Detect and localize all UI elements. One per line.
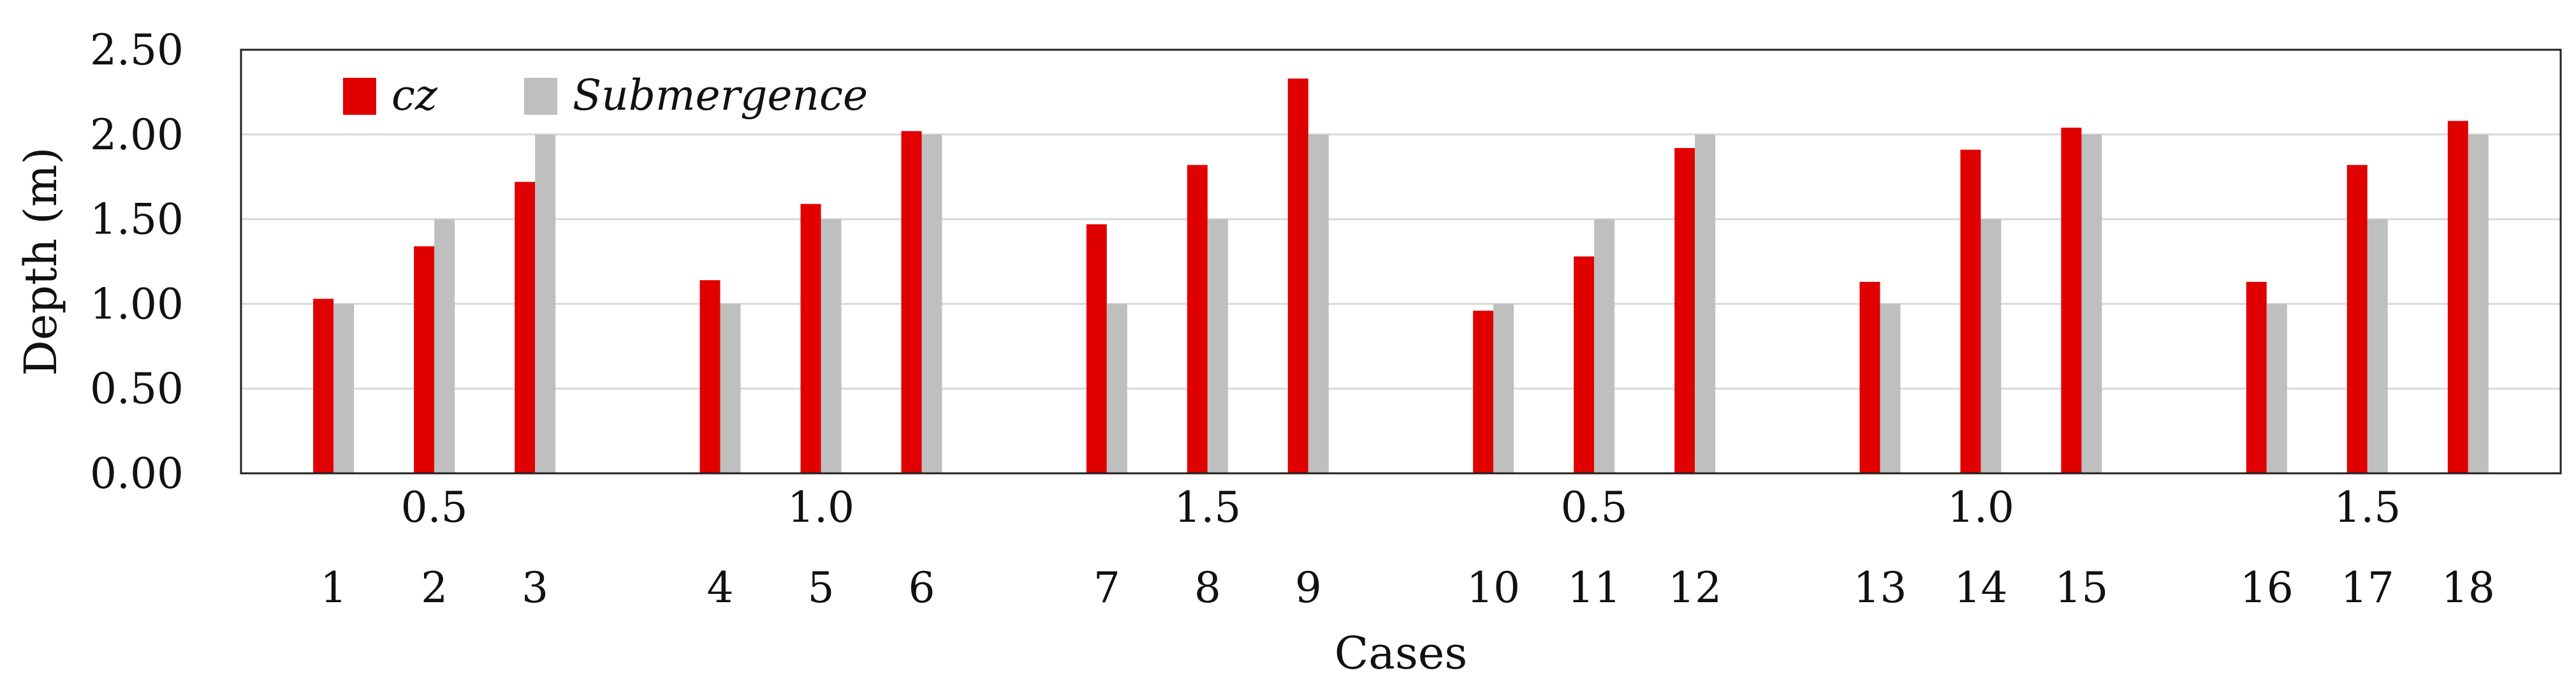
bar-cz-case-13: [1859, 281, 1880, 473]
case-label: 11: [1567, 563, 1621, 612]
bar-submergence-case-12: [1695, 134, 1716, 474]
group-label: 0.5: [1561, 483, 1628, 532]
y-axis-title: Depth (m): [15, 147, 67, 376]
case-label: 14: [1954, 563, 2008, 612]
axes: [240, 48, 2562, 475]
case-label: 10: [1467, 563, 1520, 612]
bar-submergence-case-9: [1308, 134, 1329, 474]
group-label: 1.0: [1947, 483, 2014, 532]
bar-submergence-case-16: [2266, 304, 2287, 473]
x-axis-title: Cases: [1335, 627, 1468, 679]
bar-submergence-case-8: [1207, 219, 1228, 473]
bar-submergence-case-10: [1493, 304, 1514, 473]
case-label: 5: [808, 563, 835, 612]
y-tick-label: 1.00: [90, 279, 184, 329]
case-label: 9: [1295, 563, 1322, 612]
case-label: 13: [1854, 563, 1907, 612]
bar-submergence-case-2: [434, 219, 455, 473]
y-tick-label: 1.50: [90, 195, 184, 244]
legend-label-submergence: Submergence: [573, 71, 868, 120]
case-label: 16: [2240, 563, 2294, 612]
bar-cz-case-10: [1473, 311, 1494, 473]
group-label: 1.0: [787, 483, 854, 532]
group-label: 0.5: [401, 483, 468, 532]
bar-cz-case-14: [1960, 149, 1981, 474]
bar-submergence-case-14: [1980, 219, 2002, 473]
y-tick-label: 0.50: [90, 364, 184, 413]
bar-cz-case-1: [313, 299, 334, 473]
bar-cz-case-17: [2346, 165, 2367, 473]
bar-cz-case-6: [901, 131, 922, 473]
bar-cz-case-8: [1187, 165, 1208, 473]
bar-cz-case-18: [2447, 121, 2468, 473]
bar-submergence-case-17: [2367, 219, 2388, 473]
bar-cz-case-5: [800, 203, 821, 473]
bar-cz-case-15: [2061, 128, 2082, 473]
bar-submergence-case-5: [821, 219, 842, 473]
bar-submergence-case-18: [2468, 134, 2489, 474]
case-label: 18: [2441, 563, 2495, 612]
case-label: 8: [1194, 563, 1221, 612]
bar-cz-case-7: [1086, 224, 1107, 473]
plot-frame: [240, 48, 2562, 475]
group-label: 1.5: [2334, 483, 2401, 532]
bar-cz-case-3: [515, 182, 536, 473]
legend-swatch-cz: [343, 78, 376, 115]
case-label: 17: [2341, 563, 2394, 612]
legend: cz Submergence: [343, 71, 868, 120]
case-label: 15: [2055, 563, 2109, 612]
group-label: 1.5: [1174, 483, 1241, 532]
case-label: 2: [421, 563, 448, 612]
y-tick-label: 0.00: [90, 449, 184, 498]
labels: 0.000.501.001.502.002.500.51 2 31.04 5 61.57…: [90, 26, 2495, 612]
bar-cz-case-11: [1574, 256, 1595, 473]
legend-label-cz: cz: [392, 71, 438, 120]
case-label: 1: [320, 563, 347, 612]
bar-submergence-case-13: [1880, 304, 1901, 473]
case-label: 4: [707, 563, 734, 612]
bar-submergence-case-3: [535, 134, 556, 474]
bar-submergence-case-6: [921, 134, 942, 474]
bar-submergence-case-4: [720, 304, 741, 473]
bar-submergence-case-1: [333, 304, 355, 473]
legend-swatch-submergence: [524, 78, 557, 115]
bar-submergence-case-11: [1594, 219, 1615, 473]
bar-cz-case-12: [1674, 148, 1695, 473]
bar-cz-case-2: [414, 246, 435, 473]
bar-submergence-case-7: [1106, 304, 1127, 473]
y-tick-label: 2.00: [90, 110, 184, 159]
case-label: 7: [1094, 563, 1120, 612]
bars: [313, 78, 2489, 474]
bar-cz-case-4: [699, 280, 721, 473]
case-label: 3: [522, 563, 548, 612]
case-label: 12: [1668, 563, 1722, 612]
y-tick-label: 2.50: [90, 26, 184, 75]
case-label: 6: [909, 563, 935, 612]
bar-submergence-case-15: [2081, 134, 2102, 474]
bar-cz-case-9: [1287, 78, 1308, 474]
bar-cz-case-16: [2246, 281, 2267, 473]
